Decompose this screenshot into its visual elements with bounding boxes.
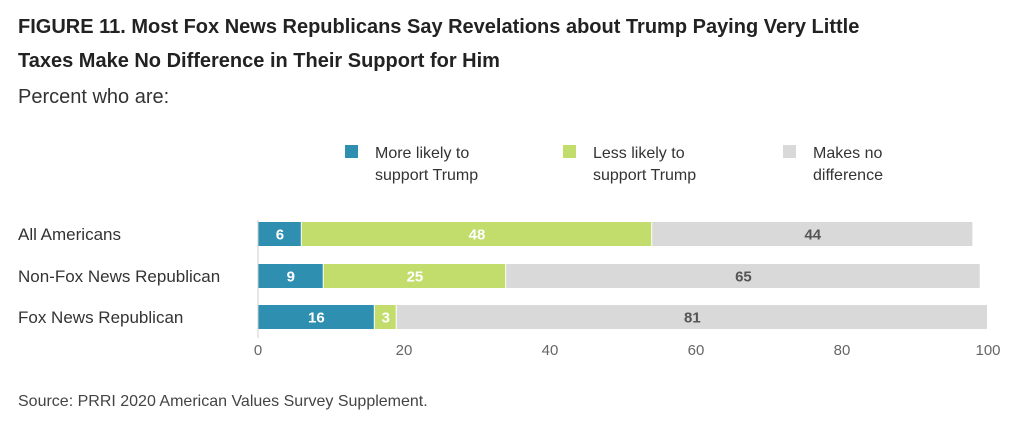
chart-subtitle: Percent who are: — [18, 86, 170, 108]
data-label: 16 — [308, 310, 325, 327]
chart-title: FIGURE 11. Most Fox News Republicans Say… — [18, 10, 1008, 78]
bar-segment — [396, 305, 987, 329]
data-label: 48 — [469, 227, 486, 244]
chart-title-line-1: FIGURE 11. Most Fox News Republicans Say… — [18, 16, 860, 38]
source-note: Source: PRRI 2020 American Values Survey… — [18, 393, 428, 410]
legend-swatch — [345, 145, 358, 158]
data-label: 65 — [735, 269, 752, 286]
legend-label: Makes no difference — [813, 145, 883, 184]
data-label: 81 — [684, 310, 701, 327]
bar-segment — [301, 222, 652, 246]
bar-segment — [258, 264, 323, 288]
legend-swatch — [563, 145, 576, 158]
legend-label: Less likely to support Trump — [593, 145, 696, 184]
x-tick-label: 100 — [975, 342, 1000, 359]
x-tick-label: 20 — [396, 342, 413, 359]
data-label: 44 — [804, 227, 821, 244]
legend-label: More likely to support Trump — [375, 145, 478, 184]
bar-segment — [652, 222, 973, 246]
bar-segment — [258, 305, 374, 329]
data-label: 25 — [407, 269, 424, 286]
legend-swatch — [783, 145, 796, 158]
bar-segment — [258, 222, 301, 246]
x-tick-label: 80 — [834, 342, 851, 359]
bar-segment — [323, 264, 506, 288]
bar-segment — [374, 305, 396, 329]
data-label: 9 — [287, 269, 295, 286]
category-label: Non-Fox News Republican — [18, 267, 220, 286]
x-tick-label: 0 — [254, 342, 262, 359]
x-tick-label: 40 — [542, 342, 559, 359]
x-tick-label: 60 — [688, 342, 705, 359]
category-label: All Americans — [18, 225, 121, 244]
category-label: Fox News Republican — [18, 308, 183, 327]
data-label: 3 — [382, 310, 390, 327]
data-label: 6 — [276, 227, 284, 244]
bar-segment — [506, 264, 980, 288]
chart-title-line-2: Taxes Make No Difference in Their Suppor… — [18, 50, 500, 72]
